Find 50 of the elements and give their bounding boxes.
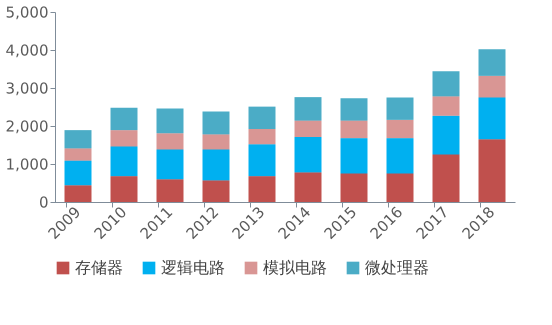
- legend-label: 逻辑电路: [161, 258, 225, 277]
- bar: [432, 71, 460, 96]
- bar: [248, 176, 276, 202]
- bar: [294, 172, 322, 202]
- bar: [202, 150, 230, 180]
- bar: [432, 96, 460, 116]
- bar: [432, 116, 460, 154]
- bar: [110, 108, 138, 130]
- bar: [110, 146, 138, 176]
- y-tick-label: 0: [38, 194, 48, 212]
- bar: [110, 176, 138, 202]
- bar: [478, 98, 506, 140]
- bar: [156, 108, 184, 134]
- bar: [156, 179, 184, 202]
- bar: [432, 154, 460, 202]
- bar: [294, 137, 322, 172]
- bar: [64, 160, 92, 186]
- y-tick-label: 4,000: [6, 42, 48, 60]
- bar: [478, 76, 506, 98]
- bar: [386, 98, 414, 120]
- bar: [202, 112, 230, 134]
- y-tick-label: 5,000: [6, 4, 48, 22]
- bar: [248, 144, 276, 176]
- y-tick-label: 2,000: [6, 118, 48, 136]
- bar: [156, 133, 184, 150]
- y-tick-label: 1,000: [6, 156, 48, 174]
- y-tick-label: 3,000: [6, 80, 48, 98]
- bar: [386, 138, 414, 174]
- bar: [202, 134, 230, 150]
- bar: [294, 97, 322, 121]
- bar: [156, 150, 184, 180]
- bar: [478, 139, 506, 202]
- bar: [294, 120, 322, 138]
- bar: [64, 130, 92, 148]
- bar: [64, 148, 92, 161]
- bar: [340, 98, 368, 121]
- bar: [248, 129, 276, 144]
- bar: [110, 130, 138, 147]
- bar: [478, 49, 506, 76]
- bar: [340, 120, 368, 138]
- bar: [64, 185, 92, 202]
- bar: [386, 120, 414, 138]
- legend-label: 存储器: [75, 258, 123, 277]
- bar: [340, 174, 368, 202]
- bar: [386, 174, 414, 202]
- bar: [202, 180, 230, 202]
- legend-label: 模拟电路: [263, 258, 327, 277]
- bar: [248, 106, 276, 130]
- bar: [340, 138, 368, 174]
- legend-label: 微处理器: [365, 258, 429, 277]
